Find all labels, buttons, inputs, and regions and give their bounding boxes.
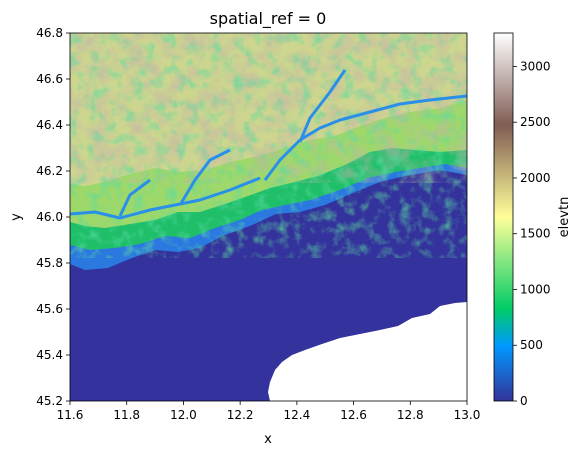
x-tick-label: 13.0 (454, 408, 481, 422)
colorbar-tick-label: 0 (520, 394, 528, 408)
y-tick-label: 46.4 (36, 118, 63, 132)
y-tick-label: 45.6 (36, 302, 63, 316)
y-tick-label: 46.8 (36, 26, 63, 40)
x-axis-ticks: 11.6 11.8 12.0 12.2 12.4 12.6 12.8 13.0 (57, 401, 481, 422)
x-axis-label: x (264, 432, 272, 447)
colorbar-label: elevtn (557, 197, 572, 238)
river-valleys (70, 69, 467, 220)
colorbar-tick-label: 1500 (520, 227, 551, 241)
y-tick-label: 46.0 (36, 210, 63, 224)
x-tick-label: 12.2 (227, 408, 254, 422)
y-tick-label: 46.6 (36, 72, 63, 86)
colorbar-tick-label: 2000 (520, 171, 551, 185)
chart-title: spatial_ref = 0 (210, 9, 327, 29)
x-tick-label: 11.8 (113, 408, 140, 422)
colorbar-tick-label: 2500 (520, 115, 551, 129)
y-axis-label: y (9, 213, 24, 221)
colorbar (493, 32, 514, 402)
colorbar-tick-label: 3000 (520, 59, 551, 73)
elevation-raster (70, 33, 467, 401)
colorbar-tick-label: 500 (520, 338, 543, 352)
y-axis-ticks: 45.2 45.4 45.6 45.8 46.0 46.2 46.4 46.6 46.8 (36, 26, 70, 408)
x-tick-label: 12.0 (170, 408, 197, 422)
colorbar-ticks: 0 500 1000 1500 2000 2500 3000 (513, 59, 551, 408)
y-tick-label: 46.2 (36, 164, 63, 178)
x-tick-label: 11.6 (57, 408, 84, 422)
x-tick-label: 12.8 (397, 408, 424, 422)
y-tick-label: 45.2 (36, 394, 63, 408)
y-tick-label: 45.8 (36, 256, 63, 270)
colorbar-tick-label: 1000 (520, 282, 551, 296)
valley-texture (70, 33, 467, 258)
y-tick-label: 45.4 (36, 348, 63, 362)
x-tick-label: 12.6 (340, 408, 367, 422)
x-tick-label: 12.4 (283, 408, 310, 422)
nodata-sea (268, 302, 467, 401)
